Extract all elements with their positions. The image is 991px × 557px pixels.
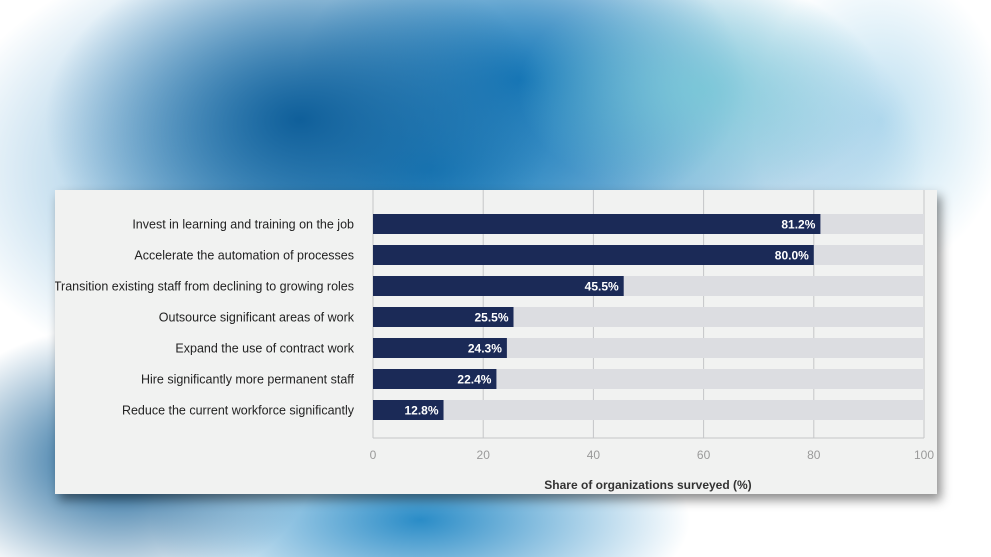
bar-value-label: 81.2% xyxy=(781,218,815,232)
bar-value-label: 45.5% xyxy=(585,280,619,294)
x-tick-label: 40 xyxy=(587,448,601,462)
x-tick-label: 0 xyxy=(370,448,377,462)
bar-layer xyxy=(373,214,821,420)
bar xyxy=(373,276,624,296)
x-tick-label: 20 xyxy=(477,448,491,462)
category-label: Reduce the current workforce significant… xyxy=(122,404,355,418)
x-tick-label: 60 xyxy=(697,448,711,462)
bar-track xyxy=(373,400,924,420)
bar-track xyxy=(373,338,924,358)
bar-value-label: 25.5% xyxy=(474,311,508,325)
x-tick-label: 100 xyxy=(914,448,934,462)
category-label: Transition existing staff from declining… xyxy=(55,280,354,294)
bar-value-label: 12.8% xyxy=(404,404,438,418)
bar-track xyxy=(373,369,924,389)
x-axis-title: Share of organizations surveyed (%) xyxy=(544,478,751,492)
x-tick-label: 80 xyxy=(807,448,821,462)
bar xyxy=(373,400,444,420)
chart-panel: 81.2% Invest in learning and training on … xyxy=(55,190,937,494)
bar-value-label: 22.4% xyxy=(457,373,491,387)
label-layer: 81.2% Invest in learning and training on … xyxy=(55,218,816,418)
category-label: Invest in learning and training on the j… xyxy=(132,218,354,232)
tick-layer: 0 20 40 60 80 100 xyxy=(370,448,935,462)
bar xyxy=(373,338,507,358)
bar xyxy=(373,307,514,327)
bar-value-label: 24.3% xyxy=(468,342,502,356)
bar-chart: 81.2% Invest in learning and training on … xyxy=(55,190,935,492)
category-label: Hire significantly more permanent staff xyxy=(141,373,355,387)
bar xyxy=(373,369,497,389)
bar xyxy=(373,214,821,234)
bar xyxy=(373,245,814,265)
category-label: Expand the use of contract work xyxy=(175,342,354,356)
category-label: Outsource significant areas of work xyxy=(159,311,355,325)
category-label: Accelerate the automation of processes xyxy=(134,249,354,263)
bar-value-label: 80.0% xyxy=(775,249,809,263)
